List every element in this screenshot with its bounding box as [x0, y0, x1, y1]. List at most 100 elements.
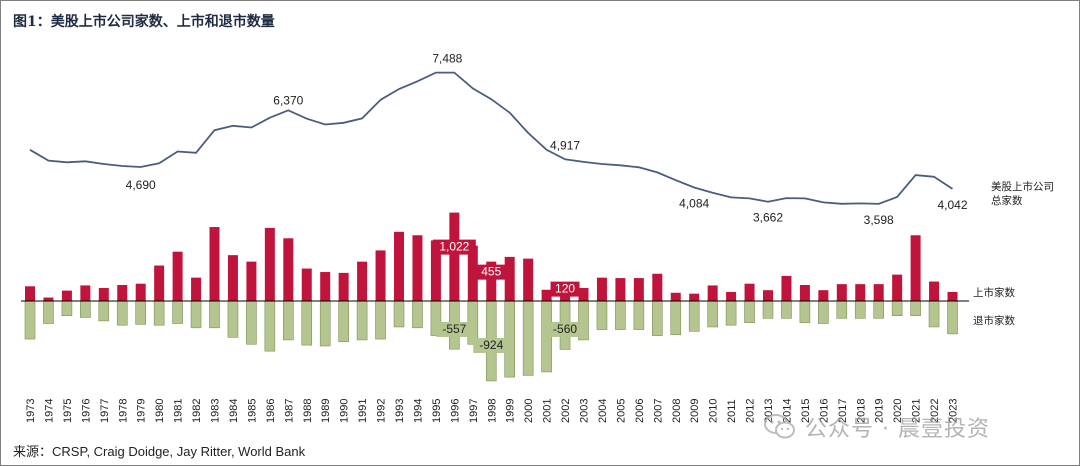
delisting-bar-1981 — [172, 300, 183, 324]
delisting-bar-2011 — [725, 300, 737, 326]
listing-bar-1976 — [80, 285, 91, 301]
listing-bar-1995 — [430, 240, 441, 301]
delisting-bar-2013 — [762, 300, 774, 319]
x-tick-2016: 2016 — [818, 399, 830, 423]
listing-bar-2004 — [596, 277, 607, 301]
listing-bar-2010 — [707, 285, 718, 301]
listing-label-1998: 455 — [481, 265, 501, 279]
total-companies-line — [29, 71, 953, 205]
x-tick-1985: 1985 — [246, 399, 258, 423]
delisting-bar-1973 — [24, 300, 36, 340]
x-tick-1984: 1984 — [228, 399, 240, 423]
x-tick-2023: 2023 — [948, 399, 960, 423]
delisting-bar-2020 — [891, 300, 903, 317]
listing-bar-2017 — [836, 284, 847, 301]
line-label-2019: 3,598 — [864, 213, 894, 227]
listing-bar-2019 — [873, 284, 884, 301]
x-tick-2015: 2015 — [800, 399, 812, 423]
x-tick-1979: 1979 — [136, 399, 148, 423]
listing-bar-1988 — [301, 268, 312, 301]
series-label-delistings: 退市家数 — [973, 314, 1015, 327]
delisting-bar-1974 — [43, 300, 54, 324]
x-tick-2017: 2017 — [837, 399, 849, 423]
x-tick-2002: 2002 — [560, 399, 572, 423]
delisting-bar-2014 — [781, 300, 792, 319]
listing-bar-1973 — [25, 286, 35, 301]
listing-label-2002: 120 — [555, 282, 575, 296]
x-tick-2014: 2014 — [781, 399, 793, 423]
listing-bar-2020 — [892, 274, 903, 301]
x-tick-1998: 1998 — [486, 399, 498, 423]
delisting-bar-1987 — [282, 300, 294, 341]
listing-bar-2008 — [670, 292, 681, 301]
x-tick-1977: 1977 — [99, 399, 111, 423]
x-tick-2012: 2012 — [745, 399, 757, 423]
listing-bar-1975 — [61, 290, 72, 301]
x-tick-1982: 1982 — [191, 399, 203, 423]
x-tick-2013: 2013 — [763, 399, 775, 423]
delisting-bar-2012 — [744, 300, 755, 323]
delisting-bar-1991 — [356, 300, 368, 341]
line-label-2009: 4,084 — [679, 196, 709, 210]
listing-bar-1977 — [98, 288, 109, 301]
delisting-bar-1994 — [412, 300, 423, 329]
x-tick-1978: 1978 — [117, 399, 129, 423]
x-tick-2003: 2003 — [579, 399, 591, 423]
listing-bar-1986 — [264, 227, 275, 301]
delisting-bar-1983 — [209, 300, 220, 329]
x-tick-1973: 1973 — [25, 399, 37, 423]
listing-bar-1996 — [449, 212, 460, 301]
x-tick-1974: 1974 — [43, 399, 55, 423]
listing-bar-1974 — [43, 297, 54, 301]
listing-bar-1978 — [117, 284, 128, 301]
wechat-icon — [764, 414, 795, 439]
delisting-bar-1992 — [375, 300, 386, 340]
x-tick-1986: 1986 — [265, 399, 277, 423]
line-label-2013: 3,662 — [753, 211, 783, 225]
delisting-bar-1977 — [98, 300, 110, 322]
delisting-bar-2019 — [873, 300, 885, 319]
delisting-bar-1985 — [246, 300, 257, 345]
delisting-bar-1990 — [338, 300, 349, 342]
delisting-bar-1980 — [153, 300, 165, 326]
listing-label-bg-1996 — [432, 239, 476, 255]
delisting-bar-1989 — [319, 300, 331, 347]
listing-bar-2000 — [523, 258, 534, 301]
x-tick-1994: 1994 — [412, 399, 424, 423]
delisting-bar-2021 — [910, 300, 921, 317]
x-tick-1990: 1990 — [339, 399, 351, 423]
listing-bar-2006 — [633, 278, 644, 301]
delisting-bar-2022 — [928, 300, 940, 328]
watermark: 公众号 · 晨壹投资 — [763, 409, 990, 445]
delisting-bar-1993 — [393, 300, 405, 328]
x-tick-1999: 1999 — [505, 399, 517, 423]
series-label-total-2: 总家数 — [991, 194, 1023, 207]
x-tick-1995: 1995 — [431, 399, 443, 423]
x-tick-2008: 2008 — [671, 399, 683, 423]
x-tick-2004: 2004 — [597, 399, 609, 423]
delisting-bar-2010 — [707, 300, 718, 328]
delisting-bar-2008 — [670, 300, 682, 336]
listing-bar-1990 — [338, 272, 349, 301]
delisting-bar-1976 — [80, 300, 91, 318]
x-tick-2000: 2000 — [523, 399, 535, 423]
x-tick-1987: 1987 — [283, 399, 295, 423]
delisting-bar-2016 — [818, 300, 829, 324]
x-tick-2020: 2020 — [892, 399, 904, 423]
delisting-bar-2004 — [596, 300, 608, 330]
listing-bar-1991 — [357, 261, 368, 301]
listing-bar-1985 — [246, 261, 257, 301]
listing-bar-2012 — [744, 283, 755, 301]
delisting-bar-2018 — [854, 300, 866, 319]
listing-bar-1998 — [486, 261, 497, 301]
delisting-bar-2009 — [688, 300, 700, 332]
listing-bar-2015 — [799, 284, 810, 301]
listing-bar-2021 — [910, 235, 921, 301]
delisting-bar-1986 — [264, 300, 276, 352]
listing-bar-1989 — [320, 272, 331, 301]
series-label-listings: 上市家数 — [973, 286, 1015, 299]
x-tick-1989: 1989 — [320, 399, 332, 423]
delisting-label-bg-1998 — [473, 338, 510, 353]
listing-bar-2003 — [578, 288, 589, 301]
